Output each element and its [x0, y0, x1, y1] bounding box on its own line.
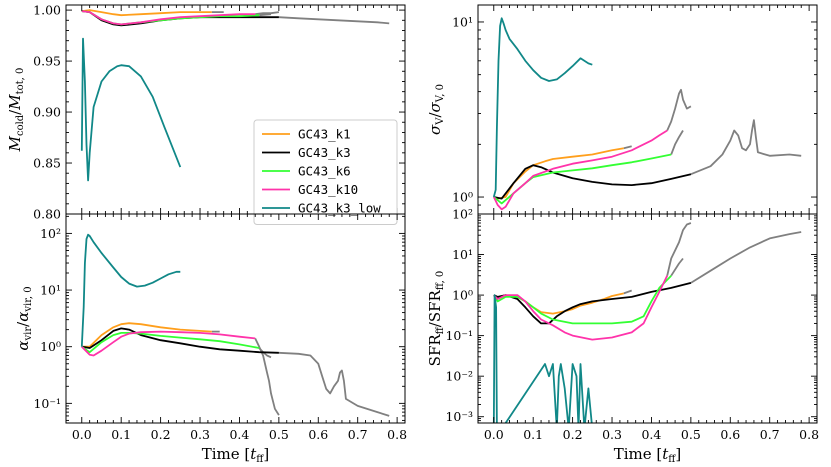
x-tick-label: 0.4	[641, 427, 661, 442]
x-tick-label: 0.0	[484, 427, 504, 442]
plot-frame	[477, 4, 818, 215]
y-tick-label: 0.80	[33, 207, 61, 222]
legend-label: GC43_k3_low	[298, 201, 381, 216]
x-tick-label: 0.6	[720, 427, 740, 442]
y-axis-label: SFRff/SFRff, 0	[426, 271, 446, 367]
y-tick-label: 10¹	[452, 14, 473, 29]
series-line-gc43-k3-ext	[690, 231, 802, 284]
series-line-gc43-k10-ext	[255, 11, 280, 16]
panel-sfr: 10⁻³ 10⁻² 10⁻¹ 10⁰ 10¹ 10² 0.0 0.1 0.2 0.3 0.4 0.5 0…	[426, 207, 819, 466]
legend-label: GC43_k10	[298, 182, 358, 197]
y-tick-label: 1.00	[33, 3, 61, 18]
series-line-gc43-k3	[493, 282, 692, 325]
y-axis-label: αvir/αvir, 0	[14, 286, 34, 350]
y-tick-label: 10⁰	[40, 339, 61, 354]
series-line-gc43-k3-ext	[278, 16, 390, 25]
series-line-gc43-k3	[81, 327, 279, 354]
panel-sigma: 10⁰ 10¹ σV/σV, 0	[426, 4, 818, 215]
series-line-gc43-k3-ext	[690, 119, 802, 176]
series-line-gc43-k10-ext	[666, 222, 692, 276]
x-tick-label: 0.4	[229, 427, 249, 442]
y-tick-label: 10²	[40, 226, 61, 241]
series-line-gc43-k3-low	[492, 17, 593, 198]
x-tick-label: 0.0	[72, 427, 92, 442]
series-line-gc43-k1-ext	[623, 289, 633, 295]
x-tick-label: 0.8	[799, 427, 819, 442]
x-tick-label: 0.1	[111, 427, 131, 442]
plot-frame	[477, 213, 818, 424]
legend-label: GC43_k1	[298, 127, 351, 142]
series-line-gc43-k6	[493, 275, 672, 325]
y-tick-label: 10⁻¹	[445, 328, 473, 343]
y-tick-label: 10¹	[40, 283, 61, 298]
y-tick-label: 10⁻²	[445, 369, 473, 384]
x-axis-label: Time [tff]	[614, 445, 682, 465]
series-line-gc43-k3-low	[492, 294, 593, 423]
series-line-gc43-k1	[81, 9, 212, 17]
panel-alpha: 10⁻¹ 10⁰ 10¹ 10² 0.0 0.1 0.2 0.3 0.4 0.5 0.6 0.7 0.8…	[14, 213, 407, 465]
series-line-gc43-k3-ext	[278, 351, 390, 417]
y-tick-label: 10⁰	[452, 190, 473, 205]
series-line-gc43-k10-ext	[254, 338, 280, 416]
legend-box	[253, 119, 398, 225]
series-line-gc43-k6-ext	[259, 13, 272, 17]
x-tick-label: 0.2	[563, 427, 583, 442]
series-group	[492, 17, 802, 211]
x-tick-label: 0.5	[269, 427, 289, 442]
series-line-gc43-k10	[81, 10, 256, 26]
x-tick-label: 0.7	[760, 427, 780, 442]
y-axis-label: Mcold/Mtot, 0	[6, 68, 26, 153]
series-line-gc43-k1	[493, 147, 624, 200]
y-tick-label: 0.95	[33, 54, 61, 69]
y-tick-label: 10¹	[452, 247, 473, 262]
series-line-gc43-k3-low	[80, 233, 181, 347]
x-tick-label: 0.8	[387, 427, 407, 442]
x-tick-label: 0.6	[308, 427, 328, 442]
panel-mcold: 0.80 0.85 0.90 0.95 1.00 Mcold/Mtot, 0 GC43_k1…	[6, 3, 406, 225]
x-tick-label: 0.3	[190, 427, 210, 442]
series-line-gc43-k10	[493, 275, 669, 341]
x-tick-label: 0.7	[348, 427, 368, 442]
series-line-gc43-k10	[81, 330, 256, 357]
x-tick-label: 0.1	[523, 427, 543, 442]
x-tick-label: 0.5	[681, 427, 701, 442]
legend-label: GC43_k6	[298, 164, 351, 179]
plot-frame	[65, 213, 406, 424]
series-line-gc43-k1	[81, 322, 212, 348]
x-axis-label: Time [tff]	[202, 445, 270, 465]
y-tick-label: 0.85	[33, 156, 61, 171]
legend: GC43_k1 GC43_k3 GC43_k6 GC43_k10 GC43_k3_low	[253, 119, 398, 225]
x-tick-label: 0.2	[151, 427, 171, 442]
legend-label: GC43_k3	[298, 145, 351, 160]
series-group	[80, 233, 390, 417]
series-line-gc43-k3	[493, 164, 692, 200]
series-line-gc43-k10-ext	[666, 88, 692, 131]
y-tick-label: 10²	[452, 207, 473, 222]
series-line-gc43-k1-ext	[623, 145, 632, 150]
series-group	[492, 222, 802, 423]
y-tick-label: 10⁻³	[445, 409, 473, 424]
series-line-gc43-k6-ext	[670, 257, 684, 277]
y-tick-label: 10⁻¹	[33, 396, 61, 411]
y-tick-label: 0.90	[33, 105, 61, 120]
y-axis-label: σV/σV, 0	[426, 84, 446, 135]
series-line-gc43-k6-ext	[670, 130, 684, 155]
series-line-gc43-k6	[81, 331, 260, 354]
series-group	[80, 9, 390, 182]
x-tick-label: 0.3	[602, 427, 622, 442]
y-tick-label: 10⁰	[452, 288, 473, 303]
series-line-gc43-k3-low	[80, 37, 182, 182]
series-line-gc43-k10	[492, 129, 668, 211]
